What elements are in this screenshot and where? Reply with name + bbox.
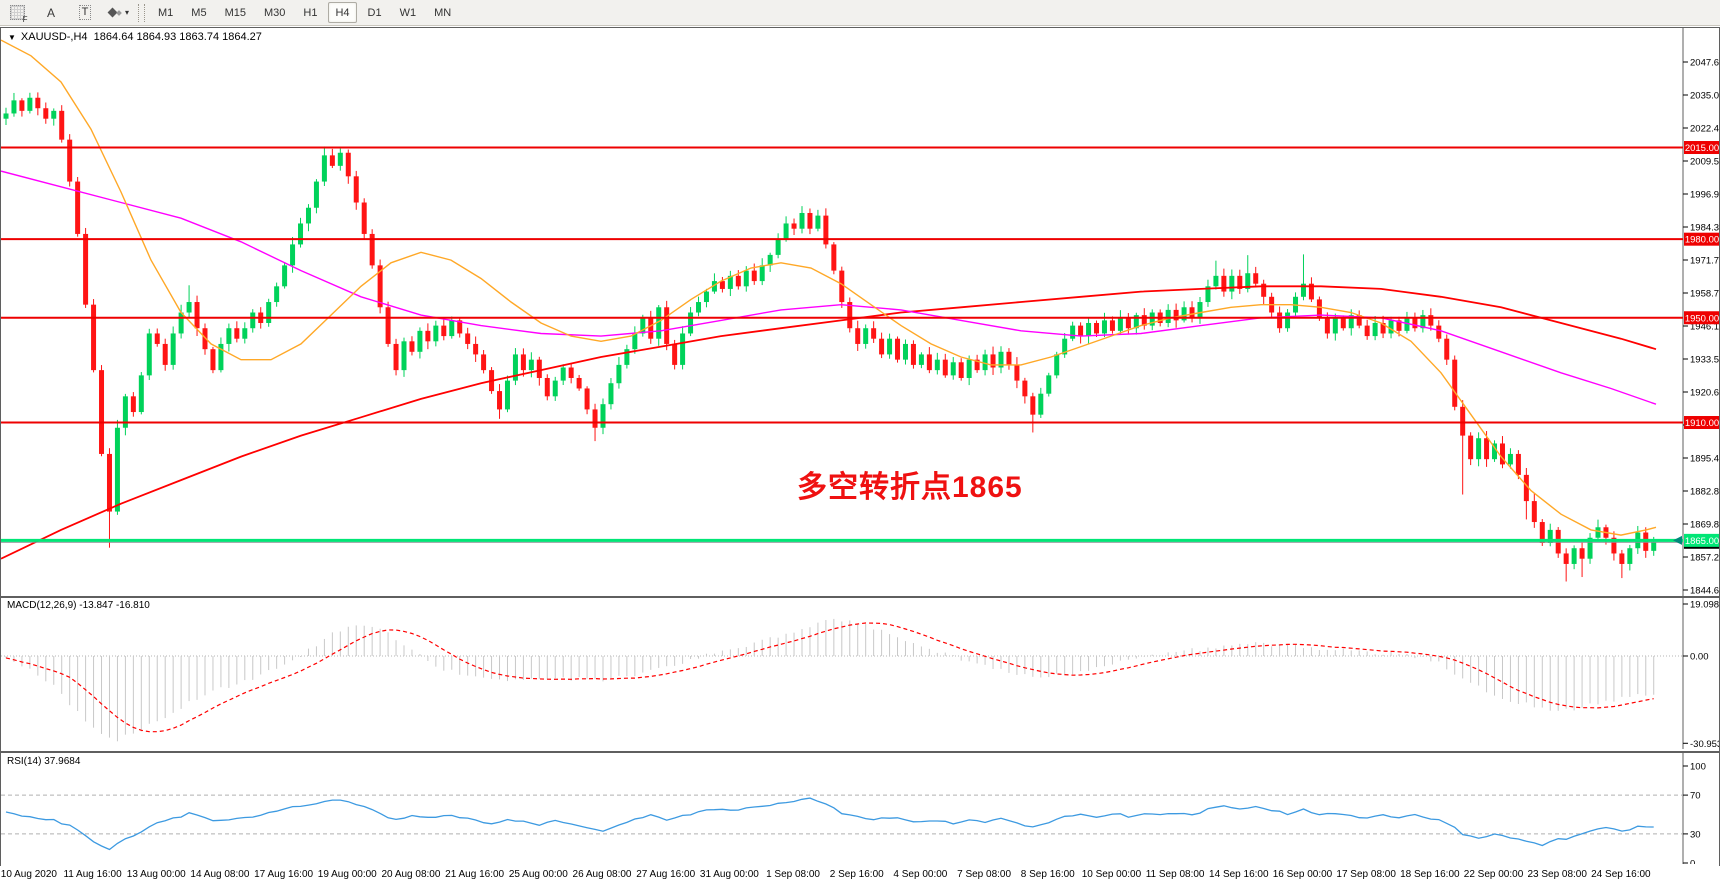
level-price-label: 1950.00 (1685, 313, 1719, 324)
date-label: 16 Sep 00:00 (1272, 869, 1333, 880)
tf-button-mn[interactable]: MN (434, 6, 452, 19)
rsi-chart[interactable]: 100 70 30 0 (1, 753, 1719, 864)
level-price-label: 1980.00 (1685, 235, 1719, 246)
rsi-scale-label: 0 (1690, 859, 1695, 865)
date-label: 11 Aug 16:00 (63, 869, 122, 880)
main-chart-panel[interactable]: 2047.65 2035.05 2022.45 2009.50 1996.90 1984.… (0, 27, 1720, 597)
date-label: 10 Sep 00:00 (1081, 869, 1142, 880)
date-label: 2 Sep 16:00 (829, 869, 884, 880)
date-label: 17 Aug 16:00 (254, 869, 314, 880)
macd-scale-label: 19.098 (1690, 599, 1719, 610)
symbol-dropdown-icon[interactable]: ▼ (8, 33, 16, 42)
tf-button-h1[interactable]: H1 (303, 6, 318, 19)
date-label: 18 Sep 16:00 (1400, 869, 1460, 880)
price-tick-label: 1971.70 (1690, 256, 1719, 267)
annotation-text: 多空转折点1865 (797, 471, 1023, 504)
text-box-tool-button[interactable]: T (71, 2, 99, 24)
price-tick-label: 1882.80 (1690, 487, 1719, 498)
rsi-scale-label: 100 (1690, 762, 1706, 773)
grid-icon: F (9, 5, 28, 24)
price-tick-label: 2022.45 (1690, 124, 1719, 135)
date-label: 25 Aug 00:00 (508, 869, 568, 880)
macd-label: MACD(12,26,9) -13.847 -16.810 (7, 600, 150, 611)
rsi-line (5, 797, 1654, 851)
toolbar: F A T ▾ M1 M5 M15 M30 H1 H4 D1 W1 MN (0, 0, 1720, 26)
toolbar-grip[interactable] (138, 3, 146, 22)
macd-signal-line (5, 622, 1654, 733)
time-axis[interactable]: 10 Aug 2020 11 Aug 16:00 13 Aug 00:00 14 Au… (0, 866, 1720, 886)
date-label: 24 Sep 16:00 (1591, 869, 1651, 880)
objects-tool-button[interactable]: ▾ (105, 2, 133, 24)
chevron-down-icon: ▾ (125, 8, 130, 17)
rsi-label: RSI(14) 37.9684 (7, 756, 81, 767)
price-tick-label: 1857.25 (1690, 553, 1719, 564)
macd-chart[interactable]: 19.098 0.00 -30.953 (1, 598, 1719, 749)
date-label: 11 Sep 08:00 (1145, 869, 1205, 880)
rsi-scale-label: 30 (1690, 829, 1701, 840)
rsi-panel[interactable]: 100 70 30 0 (0, 752, 1720, 867)
price-tick-label: 1946.15 (1690, 322, 1719, 333)
price-tick-label: 1920.60 (1690, 388, 1719, 399)
price-tick-label: 1844.65 (1690, 586, 1719, 597)
date-label: 31 Aug 00:00 (699, 869, 759, 880)
date-label: 27 Aug 16:00 (636, 869, 696, 880)
price-tick-label: 2035.05 (1690, 91, 1719, 102)
date-label: 22 Sep 00:00 (1463, 869, 1524, 880)
date-label: 13 Aug 00:00 (126, 869, 186, 880)
price-tick-label: 1984.30 (1690, 223, 1719, 234)
date-label: 14 Sep 16:00 (1209, 869, 1269, 880)
ma-mid-magenta (1, 170, 1657, 405)
date-label: 7 Sep 08:00 (957, 869, 1012, 880)
candlestick-chart[interactable]: 2047.65 2035.05 2022.45 2009.50 1996.90 1984.… (1, 28, 1719, 596)
level-price-label: 2015.00 (1685, 143, 1719, 154)
date-label: 23 Sep 08:00 (1527, 869, 1587, 880)
support-price-label: 1865.00 (1685, 536, 1719, 547)
letter-a-icon: A (46, 5, 55, 20)
price-tick-label: 1933.55 (1690, 355, 1719, 366)
level-price-label: 1910.00 (1685, 418, 1719, 429)
rsi-scale-label: 70 (1690, 791, 1701, 802)
date-label: 14 Aug 08:00 (190, 869, 250, 880)
price-tick-label: 1895.40 (1690, 454, 1719, 465)
date-label: 8 Sep 16:00 (1020, 869, 1075, 880)
macd-panel[interactable]: 19.098 0.00 -30.953 (0, 597, 1720, 752)
tf-button-m30[interactable]: M30 (263, 6, 286, 19)
date-label: 20 Aug 08:00 (381, 869, 441, 880)
macd-scale-label: 0.00 (1690, 652, 1709, 663)
date-label: 26 Aug 08:00 (572, 869, 632, 880)
tf-button-w1[interactable]: W1 (399, 6, 417, 19)
chart-title: ▼ XAUUSD-,H4 1864.64 1864.93 1863.74 1864… (8, 31, 262, 43)
ma-fast-orange (1, 39, 1657, 536)
tf-button-m15[interactable]: M15 (224, 6, 246, 19)
price-tick-label: 1869.85 (1690, 520, 1719, 531)
indicator-grid-tool-button[interactable]: F (3, 2, 31, 24)
macd-scale-label: -30.953 (1690, 739, 1719, 749)
price-arrow-icon (1673, 535, 1682, 545)
text-label-tool-button[interactable]: A (37, 2, 65, 24)
timeframe-buttons: M1 M5 M15 M30 H1 H4 D1 W1 MN (149, 2, 460, 23)
date-label: 21 Aug 16:00 (445, 869, 505, 880)
price-tick-label: 2047.65 (1690, 58, 1719, 69)
ma-slow-red (1, 285, 1657, 560)
ohlc-values: 1864.64 1864.93 1863.74 1864.27 (93, 31, 262, 43)
tf-button-m5[interactable]: M5 (191, 6, 207, 19)
tf-button-h4[interactable]: H4 (328, 2, 357, 23)
price-tick-label: 2009.50 (1690, 157, 1719, 168)
date-label: 4 Sep 00:00 (893, 869, 948, 880)
diamond-small-icon (116, 9, 122, 16)
date-label: 19 Aug 00:00 (317, 869, 377, 880)
price-tick-label: 1958.75 (1690, 289, 1719, 300)
tf-button-m1[interactable]: M1 (158, 6, 174, 19)
date-label: 17 Sep 08:00 (1336, 869, 1396, 880)
price-tick-label: 1996.90 (1690, 190, 1719, 201)
symbol-label: XAUUSD-,H4 (20, 31, 88, 43)
date-label: 1 Sep 08:00 (766, 869, 820, 880)
date-label: 10 Aug 2020 (0, 869, 57, 880)
tf-button-d1[interactable]: D1 (367, 6, 382, 19)
letter-t-icon: T (78, 5, 92, 20)
